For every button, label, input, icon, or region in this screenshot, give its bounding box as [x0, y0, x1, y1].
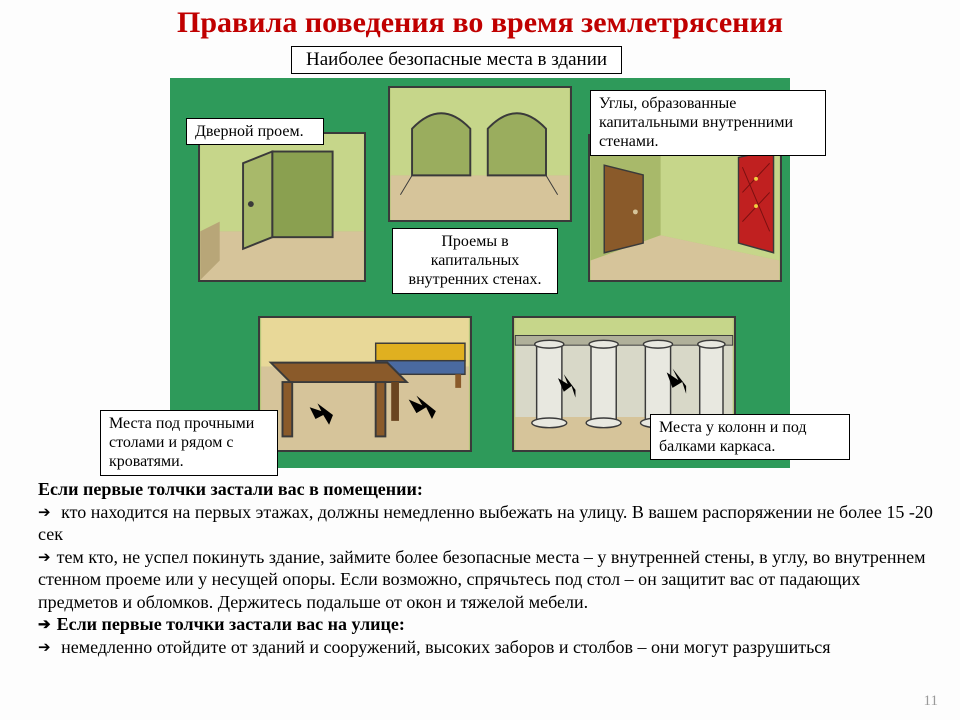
body-lead-2: Если первые толчки застали вас на улице:: [38, 613, 934, 636]
label-corners: Углы, образованные капитальными внутренн…: [590, 90, 826, 156]
label-arches: Проемы в капитальных внутренних стенах.: [392, 228, 558, 294]
panel-table: [258, 316, 472, 452]
body-lead-1: Если первые толчки застали вас в помещен…: [38, 478, 934, 501]
panel-doorway: [198, 132, 366, 282]
doorway-illustration: [200, 134, 364, 280]
body-bullet-2: тем кто, не успел покинуть здание, займи…: [38, 546, 934, 614]
page-number: 11: [924, 693, 938, 710]
page-title: Правила поведения во время землетрясения: [0, 6, 960, 40]
table-illustration: [260, 318, 470, 450]
arches-illustration: [390, 88, 570, 220]
corners-illustration: [590, 136, 780, 280]
body-text: Если первые толчки застали вас в помещен…: [38, 478, 934, 658]
label-doorway: Дверной проем.: [186, 118, 324, 145]
panel-corners: [588, 134, 782, 282]
body-bullet-3: немедленно отойдите от зданий и сооружен…: [38, 636, 934, 659]
body-bullet-1: кто находится на первых этажах, должны н…: [38, 501, 934, 546]
label-columns: Места у колонн и под балками каркаса.: [650, 414, 850, 460]
subtitle-box: Наиболее безопасные места в здании: [291, 46, 622, 74]
panel-arches: [388, 86, 572, 222]
label-table: Места под прочными столами и рядом с кро…: [100, 410, 278, 476]
